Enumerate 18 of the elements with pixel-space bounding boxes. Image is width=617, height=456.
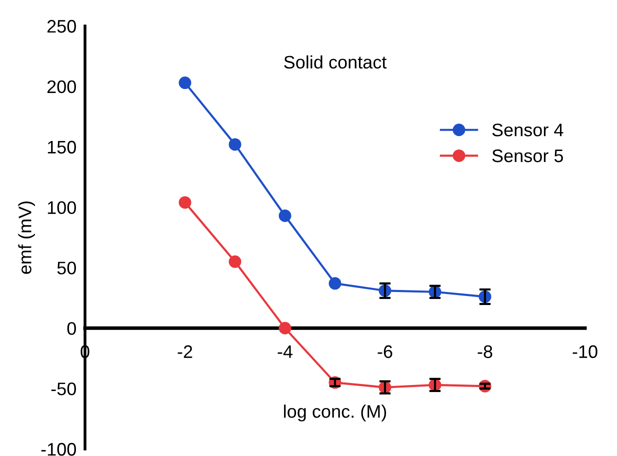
x-tick-label: -4	[278, 345, 292, 358]
y-tick-label: -100	[41, 442, 76, 456]
legend-label: Sensor 5	[492, 149, 563, 162]
y-tick-label: 0	[67, 322, 76, 335]
y-axis-title: emf (mV)	[18, 202, 35, 274]
x-tick-label: -10	[572, 345, 598, 358]
y-tick-label: 250	[47, 20, 76, 33]
text: Solid contact	[284, 55, 387, 69]
y-tick-label: 150	[48, 140, 76, 154]
x-tick-label: -8	[478, 345, 492, 358]
y-tick-label: 50	[57, 262, 76, 274]
x-tick-label: -2	[178, 345, 192, 358]
y-tick-label: 100	[48, 201, 76, 214]
y-tick-label: -50	[51, 382, 76, 396]
y-tick-label: 200	[47, 80, 76, 94]
x-tick-label: -6	[378, 345, 392, 358]
legend-label: Sensor 4	[492, 124, 564, 136]
x-axis-title: log conc. (M)	[284, 404, 386, 422]
